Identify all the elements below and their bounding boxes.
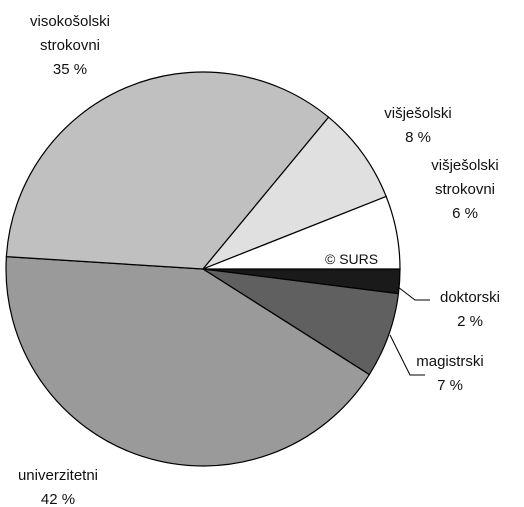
slice-label: višješolski strokovni [431,157,499,198]
leader-line [389,334,425,376]
leader-line [397,286,430,301]
pie-slice [5,255,371,467]
copyright: © SURS [325,251,379,267]
pie-slice [5,71,330,270]
slice-label: univerzitetni [17,467,99,484]
slice-label: višješolski [384,105,452,122]
pie-slice [202,116,387,270]
value-label: 35 % [52,61,88,78]
slice-label: doktorski [439,289,501,306]
value-label: 42 % [40,491,76,507]
value-label: 6 % [452,205,478,222]
slice-label: magistrski [416,353,484,370]
value-label: 8 % [405,129,431,146]
value-label: 7 % [437,377,463,394]
slice-label: visokošolski strokovni [29,13,111,54]
value-label: 2 % [457,313,483,330]
pie-slice [202,195,401,270]
